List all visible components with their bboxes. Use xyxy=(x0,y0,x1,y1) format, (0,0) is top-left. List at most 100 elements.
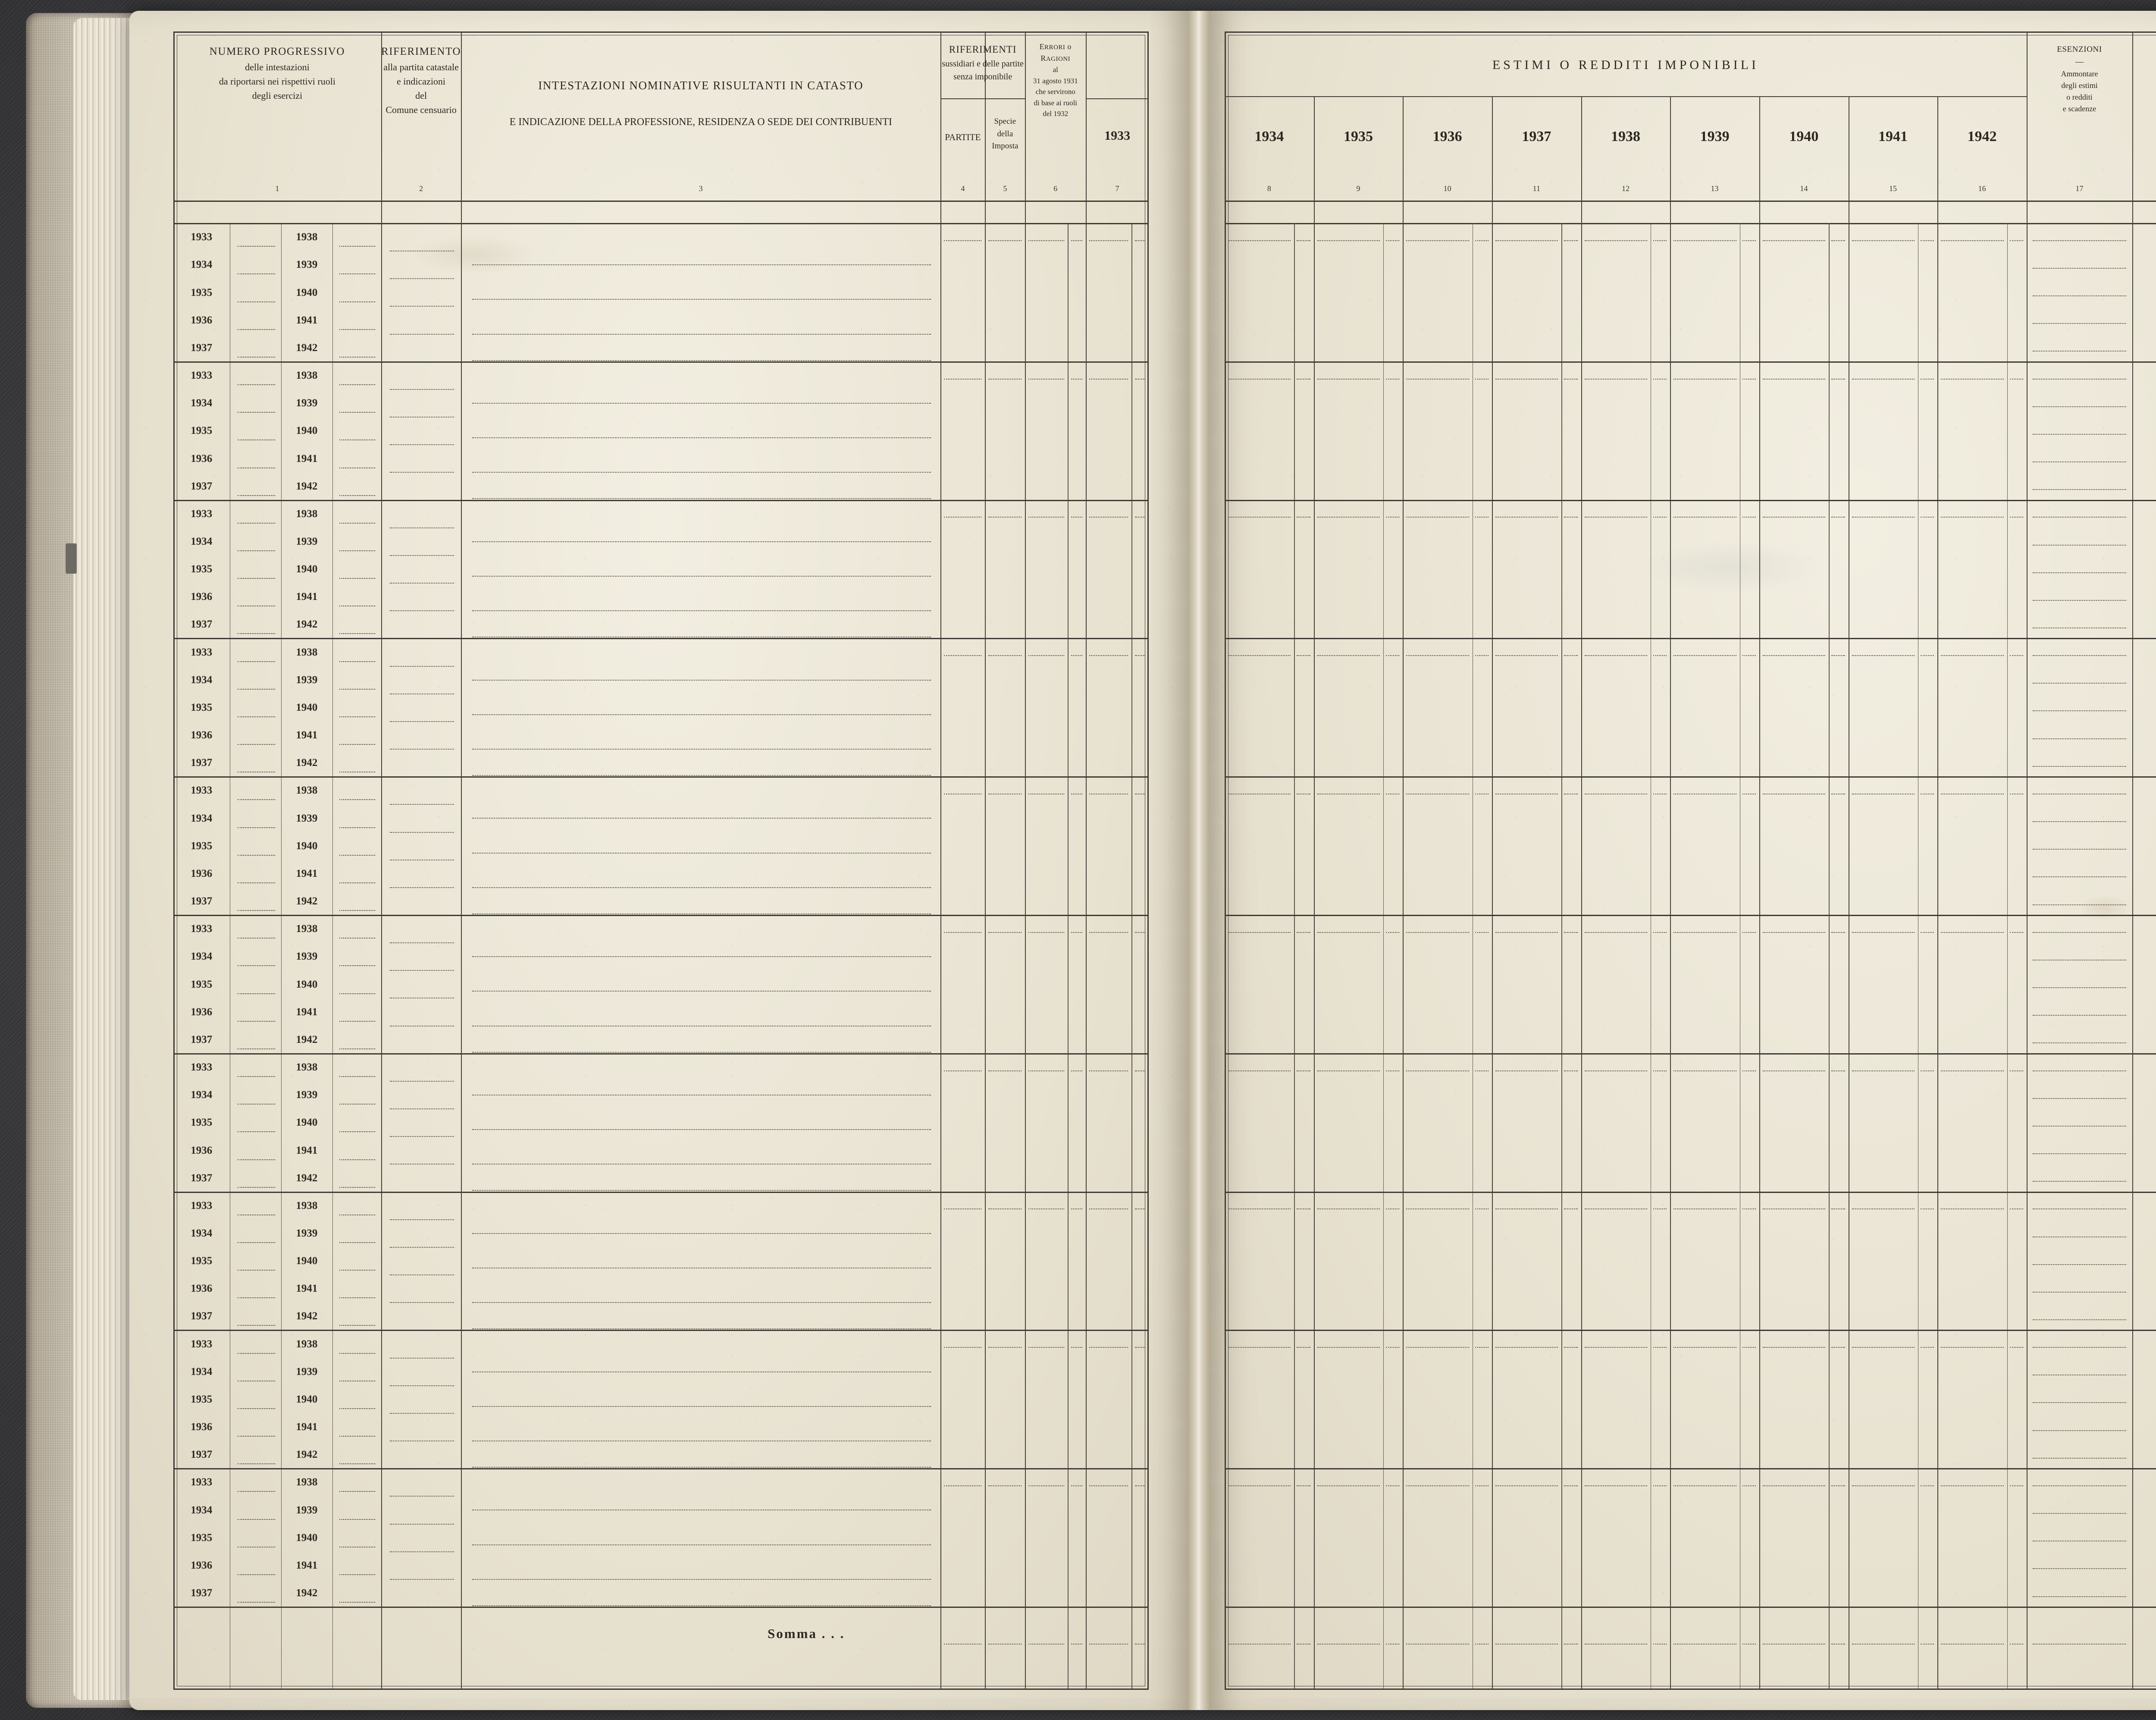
esenzioni-fill-line xyxy=(2033,489,2126,490)
block-divider xyxy=(173,361,1149,363)
column-rule xyxy=(1759,96,1760,1689)
year-fill-line xyxy=(339,1242,375,1243)
block-divider xyxy=(1225,915,2156,916)
year-label: 1939 xyxy=(296,1227,318,1239)
header-annotazioni: ANNOTAZIONI xyxy=(2132,111,2156,129)
year-label: 1942 xyxy=(296,480,318,492)
year-fill-line xyxy=(237,799,275,800)
header-subtitle: della xyxy=(997,129,1013,138)
amount-fill-line xyxy=(1028,1485,1064,1486)
writing-line xyxy=(472,403,931,404)
amount-fill-line xyxy=(1071,1347,1083,1348)
column-number: 3 xyxy=(699,184,703,193)
esenzioni-fill-line xyxy=(2033,1208,2126,1210)
header-subtitle: Ammontare xyxy=(2061,69,2098,78)
year-label: 1940 xyxy=(296,1532,318,1544)
amount-fill-line xyxy=(944,240,982,241)
amount-fill-line xyxy=(1495,378,1558,380)
centesimi-rule xyxy=(1739,223,1741,1689)
writing-line xyxy=(472,1233,931,1234)
amount-fill-line xyxy=(1228,1485,1291,1486)
total-fill-line xyxy=(1941,1643,2004,1645)
header-year-1936: 1936 xyxy=(1432,129,1462,144)
amount-fill-line xyxy=(2009,517,2023,518)
amount-fill-line xyxy=(1228,1347,1291,1348)
amount-fill-line xyxy=(1317,240,1380,241)
amount-fill-line xyxy=(1742,240,1756,241)
amount-fill-line xyxy=(988,517,1022,518)
amount-fill-line xyxy=(1089,517,1128,518)
amount-fill-line xyxy=(944,1070,982,1071)
writing-line xyxy=(389,1523,454,1525)
year-label: 1942 xyxy=(296,1449,318,1461)
esenzioni-fill-line xyxy=(2033,1402,2126,1403)
amount-fill-line xyxy=(1089,240,1128,241)
header-numero-progressivo: NUMERO PROGRESSIVO delle intestazioni da r… xyxy=(173,44,381,103)
header-year-1939: 1939 xyxy=(1700,129,1730,144)
amount-fill-line xyxy=(1228,240,1291,241)
year-fill-line xyxy=(237,1602,275,1603)
writing-line xyxy=(389,1219,454,1220)
year-fill-line xyxy=(237,384,275,386)
year-label: 1936 xyxy=(191,1283,213,1295)
header-divider xyxy=(173,201,1149,202)
amount-fill-line xyxy=(1852,1070,1915,1071)
writing-line xyxy=(389,1385,454,1386)
amount-fill-line xyxy=(1495,1485,1558,1486)
header-subtitle: delle intestazioni xyxy=(245,61,310,72)
column-rule xyxy=(229,223,231,1689)
esenzioni-fill-line xyxy=(2033,738,2126,739)
year-fill-line xyxy=(237,854,275,856)
year-fill-line xyxy=(339,827,375,828)
year-label: 1938 xyxy=(296,231,318,243)
year-fill-line xyxy=(237,633,275,634)
year-label: 1940 xyxy=(296,286,318,298)
total-row-label: Somma . . . xyxy=(768,1626,845,1641)
year-label: 1935 xyxy=(191,1255,213,1267)
amount-fill-line xyxy=(1584,1070,1647,1071)
year-fill-line xyxy=(237,688,275,690)
total-fill-line xyxy=(944,1643,982,1645)
column-number: 2 xyxy=(419,184,423,193)
writing-line xyxy=(472,1406,931,1407)
total-fill-line xyxy=(1071,1643,1083,1645)
esenzioni-fill-line xyxy=(2033,1568,2126,1569)
amount-fill-line xyxy=(1653,1070,1667,1071)
total-fill-line xyxy=(1673,1643,1736,1645)
year-label: 1940 xyxy=(296,563,318,575)
writing-line xyxy=(389,1496,454,1497)
writing-line xyxy=(389,1136,454,1137)
header-year-1935: 1935 xyxy=(1343,129,1373,144)
header-subtitle: Comune censuario xyxy=(385,104,457,115)
amount-fill-line xyxy=(988,378,1022,380)
total-fill-line xyxy=(988,1643,1022,1645)
header-subtitle: alla partita catastale xyxy=(383,61,459,72)
amount-fill-line xyxy=(1135,1070,1145,1071)
esenzioni-fill-line xyxy=(2033,821,2126,822)
amount-fill-line xyxy=(1475,1070,1489,1071)
amount-fill-line xyxy=(1385,240,1400,241)
esenzioni-fill-line xyxy=(2033,544,2126,546)
total-fill-line xyxy=(1385,1643,1400,1645)
column-number: 7 xyxy=(1115,184,1119,193)
amount-fill-line xyxy=(1028,1070,1064,1071)
amount-fill-line xyxy=(1920,655,1934,656)
centesimi-rule xyxy=(1918,223,1919,1689)
year-fill-line xyxy=(237,965,275,967)
year-fill-line xyxy=(339,1353,375,1354)
amount-fill-line xyxy=(1673,655,1736,656)
year-label: 1941 xyxy=(296,591,318,603)
year-label: 1935 xyxy=(191,1393,213,1405)
year-fill-line xyxy=(339,854,375,856)
amount-fill-line xyxy=(1297,1485,1310,1486)
year-label: 1937 xyxy=(191,618,213,631)
writing-line xyxy=(389,527,454,528)
esenzioni-fill-line xyxy=(2033,1457,2126,1459)
amount-fill-line xyxy=(1071,517,1083,518)
year-label: 1942 xyxy=(296,757,318,769)
year-label: 1937 xyxy=(191,757,213,769)
block-divider xyxy=(173,499,1149,501)
block-divider xyxy=(173,1330,1149,1331)
year-fill-line xyxy=(339,882,375,883)
year-label: 1941 xyxy=(296,729,318,741)
